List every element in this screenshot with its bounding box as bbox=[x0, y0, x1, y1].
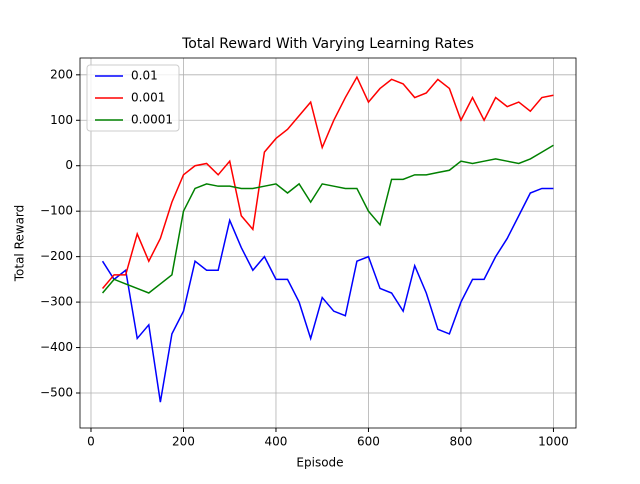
y-tick-label: 100 bbox=[50, 113, 73, 127]
legend-label: 0.0001 bbox=[131, 113, 173, 127]
legend-label: 0.01 bbox=[131, 69, 158, 83]
legend-box bbox=[86, 64, 180, 132]
y-tick-label: −300 bbox=[40, 295, 73, 309]
x-tick-label: 400 bbox=[265, 435, 288, 449]
y-axis-label: Total Reward bbox=[13, 205, 27, 283]
legend-label: 0.001 bbox=[131, 91, 165, 105]
chart-title: Total Reward With Varying Learning Rates bbox=[181, 36, 474, 52]
y-tick-label: −400 bbox=[40, 340, 73, 354]
plot-frame bbox=[79, 57, 577, 429]
y-tick-label: −200 bbox=[40, 249, 73, 263]
x-tick-label: 200 bbox=[172, 435, 195, 449]
x-tick-label: 600 bbox=[357, 435, 380, 449]
y-tick-label: −500 bbox=[40, 386, 73, 400]
x-tick-label: 0 bbox=[87, 435, 95, 449]
x-tick-label: 800 bbox=[450, 435, 473, 449]
y-tick-label: 0 bbox=[65, 158, 73, 172]
y-tick-label: 200 bbox=[50, 67, 73, 81]
x-tick-label: 1000 bbox=[538, 435, 569, 449]
x-axis-label: Episode bbox=[296, 456, 343, 470]
y-tick-label: −100 bbox=[40, 204, 73, 218]
data-line bbox=[101, 144, 554, 294]
data-line bbox=[101, 75, 554, 289]
data-line bbox=[101, 187, 554, 403]
